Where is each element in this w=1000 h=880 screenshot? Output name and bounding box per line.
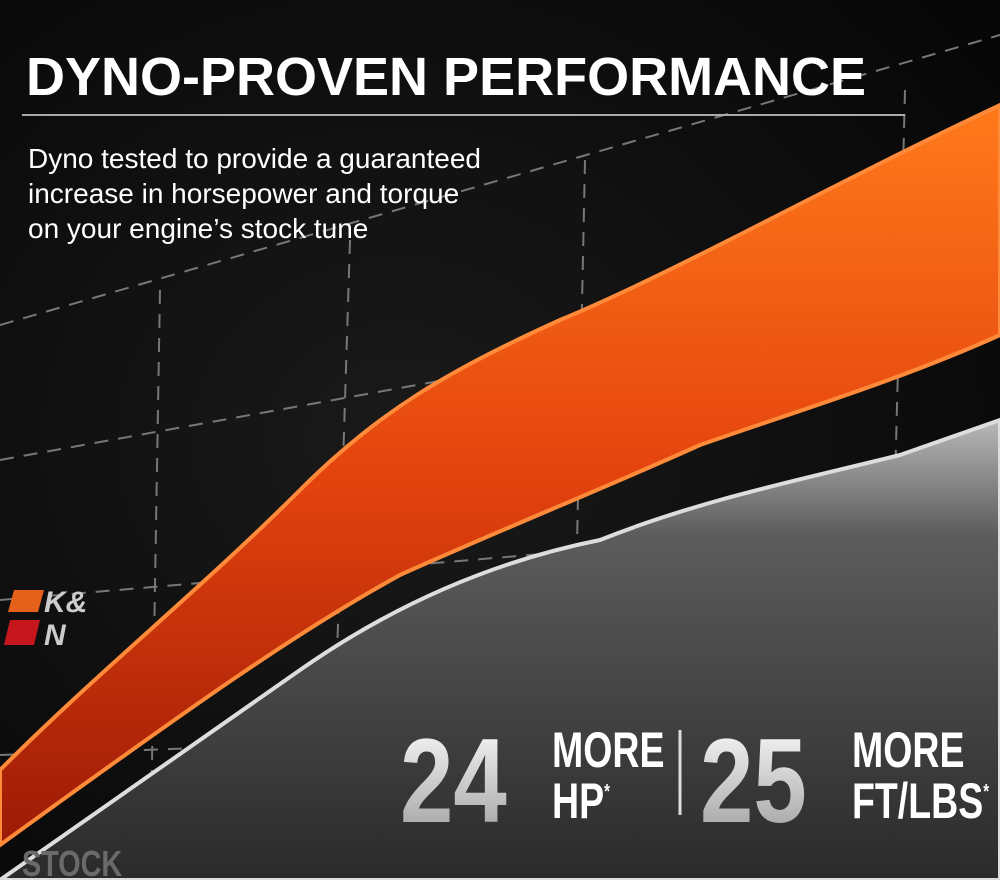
unit: FT/LBS: [852, 774, 983, 829]
stat-label: MORE: [552, 723, 664, 778]
stock-band: [0, 417, 1000, 880]
description: on your engine’s stock tune: [28, 213, 368, 244]
logo-text: N: [44, 619, 67, 652]
logo: K& N: [4, 586, 87, 652]
title: DYNO-PROVEN PERFORMANCE: [26, 47, 866, 107]
logo-text: K&: [44, 586, 87, 619]
description: Dyno tested to provide a guaranteed: [28, 143, 481, 174]
stat-number: 24: [400, 715, 507, 849]
note: *: [604, 780, 610, 803]
note: *: [983, 780, 989, 803]
stat-label: MORE: [852, 723, 964, 778]
stat-number: 25: [700, 715, 807, 849]
description: increase in horsepower and torque: [28, 178, 459, 209]
stock-label: STOCK: [22, 843, 123, 880]
stat-unit: FT/LBS*: [852, 774, 989, 829]
unit: HP: [552, 774, 604, 829]
stat-unit: HP*: [552, 774, 610, 829]
